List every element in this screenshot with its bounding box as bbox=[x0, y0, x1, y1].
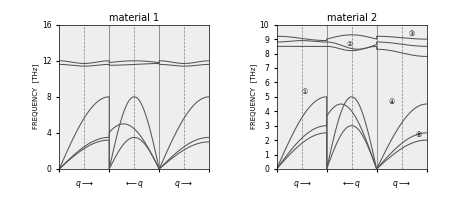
Text: $q\longrightarrow$: $q\longrightarrow$ bbox=[174, 179, 193, 190]
Title: material 1: material 1 bbox=[109, 13, 159, 22]
Text: ⑤: ⑤ bbox=[416, 132, 422, 138]
Y-axis label: FREQUENCY  [THz]: FREQUENCY [THz] bbox=[32, 64, 39, 129]
Title: material 2: material 2 bbox=[327, 13, 377, 22]
Text: ④: ④ bbox=[389, 99, 395, 105]
Text: ②: ② bbox=[346, 41, 352, 47]
Text: $\longleftarrow q$: $\longleftarrow q$ bbox=[124, 179, 145, 190]
Text: $q\longrightarrow$: $q\longrightarrow$ bbox=[293, 179, 311, 190]
Text: $q\longrightarrow$: $q\longrightarrow$ bbox=[392, 179, 410, 190]
Y-axis label: FREQUENCY  [THz]: FREQUENCY [THz] bbox=[250, 64, 256, 129]
Text: $q\longrightarrow$: $q\longrightarrow$ bbox=[75, 179, 94, 190]
Text: ①: ① bbox=[301, 89, 307, 95]
Text: ③: ③ bbox=[409, 31, 415, 37]
Text: $\longleftarrow q$: $\longleftarrow q$ bbox=[341, 179, 362, 190]
